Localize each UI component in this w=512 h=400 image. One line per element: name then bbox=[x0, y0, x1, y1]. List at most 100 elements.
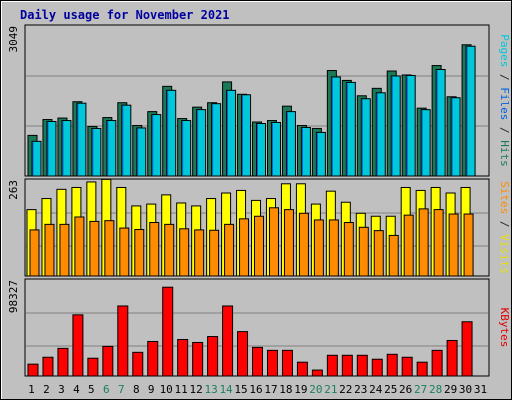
bar-pages bbox=[166, 89, 177, 177]
bar-sites bbox=[29, 229, 40, 277]
bar-sites bbox=[283, 209, 294, 277]
bar-kbytes bbox=[341, 354, 353, 377]
legend-term: KBytes bbox=[498, 308, 511, 348]
bar-kbytes bbox=[162, 286, 174, 377]
max-value-label: 98327 bbox=[7, 280, 20, 313]
bar-kbytes bbox=[356, 354, 368, 377]
bar-kbytes bbox=[177, 338, 189, 377]
bar-kbytes bbox=[192, 341, 204, 377]
bar-pages bbox=[46, 121, 57, 177]
bar-sites bbox=[388, 234, 399, 277]
day-label: 5 bbox=[88, 383, 95, 396]
max-value-label: 3049 bbox=[7, 26, 20, 53]
bar-sites bbox=[194, 229, 205, 277]
day-label: 25 bbox=[384, 383, 397, 396]
bar-sites bbox=[373, 230, 384, 277]
bar-sites bbox=[328, 219, 339, 277]
bar-kbytes bbox=[401, 356, 413, 377]
bar-kbytes bbox=[237, 331, 249, 377]
bar-pages bbox=[360, 98, 371, 177]
legend-term: Files bbox=[498, 87, 511, 120]
bar-pages bbox=[226, 89, 237, 177]
day-label: 27 bbox=[414, 383, 427, 396]
bar-sites bbox=[268, 207, 279, 277]
axis-legend-label: KBytes bbox=[498, 308, 511, 348]
bar-kbytes bbox=[117, 305, 129, 377]
bar-pages bbox=[196, 109, 207, 177]
bar-kbytes bbox=[72, 314, 84, 377]
day-label: 4 bbox=[73, 383, 80, 396]
day-label: 9 bbox=[148, 383, 155, 396]
day-label: 26 bbox=[399, 383, 412, 396]
bar-pages bbox=[465, 45, 476, 177]
bar-pages bbox=[390, 75, 401, 177]
legend-term: Sites bbox=[498, 181, 511, 214]
day-label: 16 bbox=[249, 383, 262, 396]
bar-sites bbox=[179, 228, 190, 277]
legend-term: Visits bbox=[498, 234, 511, 274]
bar-pages bbox=[285, 111, 296, 177]
day-label: 15 bbox=[234, 383, 247, 396]
bar-pages bbox=[375, 92, 386, 177]
bar-kbytes bbox=[266, 349, 278, 377]
day-label: 11 bbox=[175, 383, 188, 396]
bar-kbytes bbox=[102, 345, 114, 377]
bar-kbytes bbox=[281, 349, 293, 377]
bar-kbytes bbox=[386, 353, 398, 377]
bar-sites bbox=[134, 229, 145, 277]
day-label: 6 bbox=[103, 383, 110, 396]
day-label: 20 bbox=[309, 383, 322, 396]
bar-sites bbox=[463, 213, 474, 277]
day-label: 23 bbox=[354, 383, 367, 396]
bar-pages bbox=[181, 120, 192, 177]
bar-pages bbox=[106, 120, 117, 177]
bar-pages bbox=[345, 81, 356, 177]
bar-sites bbox=[119, 227, 130, 277]
bar-pages bbox=[330, 76, 341, 177]
chart-title: Daily usage for November 2021 bbox=[20, 8, 230, 22]
bar-pages bbox=[405, 74, 416, 177]
bar-kbytes bbox=[207, 336, 219, 377]
bar-sites bbox=[239, 218, 250, 277]
bar-kbytes bbox=[326, 354, 338, 377]
day-label: 7 bbox=[118, 383, 125, 396]
max-value-label: 263 bbox=[7, 180, 20, 200]
usage-visits-sites-panel: 263 Sites / Visits bbox=[7, 178, 511, 277]
bar-kbytes bbox=[296, 361, 308, 377]
bar-kbytes bbox=[416, 361, 428, 377]
day-axis: 1 2 3 4 5 6 7 8 9 10 11 12 13 14 15 16 17 18 19 20 21 22 23 24 2… bbox=[28, 383, 487, 396]
bar-sites bbox=[358, 226, 369, 277]
bar-sites bbox=[209, 229, 220, 277]
legend-term: Pages bbox=[498, 34, 511, 67]
usage-hits-files-pages-panel: 3049 Pages / Files / Hits bbox=[7, 24, 511, 177]
bar-pages bbox=[151, 114, 162, 177]
bar-kbytes bbox=[446, 339, 458, 377]
bar-pages bbox=[31, 140, 42, 177]
day-label: 28 bbox=[429, 383, 442, 396]
day-label: 19 bbox=[294, 383, 307, 396]
bar-sites bbox=[74, 216, 85, 277]
day-label: 30 bbox=[459, 383, 472, 396]
bar-kbytes bbox=[461, 321, 473, 377]
axis-legend-label: Sites / Visits bbox=[498, 181, 511, 274]
bar-sites bbox=[403, 214, 414, 277]
bar-kbytes bbox=[132, 351, 144, 377]
bar-kbytes bbox=[147, 340, 159, 377]
day-label: 13 bbox=[204, 383, 217, 396]
bar-sites bbox=[343, 222, 354, 277]
bar-pages bbox=[270, 122, 281, 177]
bar-kbytes bbox=[371, 358, 383, 377]
day-label: 3 bbox=[58, 383, 65, 396]
bar-kbytes bbox=[57, 347, 69, 377]
bar-sites bbox=[298, 212, 309, 277]
bar-sites bbox=[44, 223, 55, 277]
day-label: 14 bbox=[219, 383, 233, 396]
bar-sites bbox=[224, 223, 235, 277]
bar-kbytes bbox=[311, 369, 323, 377]
day-label: 24 bbox=[369, 383, 383, 396]
day-label: 1 bbox=[28, 383, 35, 396]
bar-sites bbox=[448, 213, 459, 277]
day-label: 8 bbox=[133, 383, 140, 396]
bar-pages bbox=[76, 102, 87, 177]
